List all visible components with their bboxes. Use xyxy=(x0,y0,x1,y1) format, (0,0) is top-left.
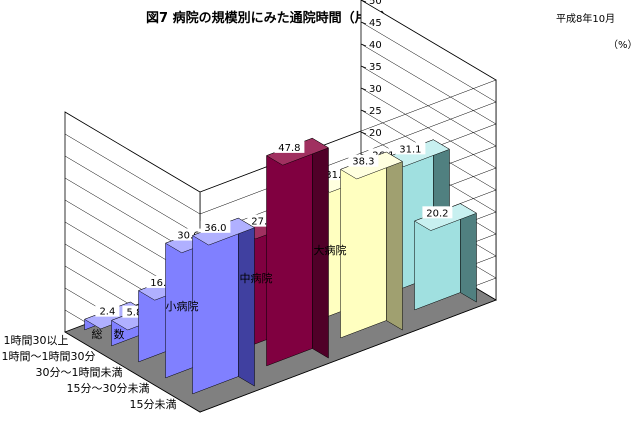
data-label: 31.1 xyxy=(399,144,421,155)
y-tick-mark xyxy=(360,65,367,69)
bar-front xyxy=(192,217,239,395)
y-tick-label: 20 xyxy=(369,128,382,139)
y-tick-mark xyxy=(360,0,367,3)
data-label: 16.2 xyxy=(150,278,172,289)
y-tick-label: 30 xyxy=(369,84,382,95)
bar-side xyxy=(386,151,403,331)
y-tick-mark xyxy=(360,109,367,113)
x-category-label: 小病院 xyxy=(166,299,199,313)
data-label: 27.4 xyxy=(251,217,273,228)
data-label-box xyxy=(422,206,453,219)
bar-side xyxy=(238,217,255,387)
depth-axis-categories: 15分未満 15分～30分未満 30分～1時間未満 1時間～1時間30分 1時間30以上 xyxy=(2,334,177,411)
data-label: 47.8 xyxy=(278,143,300,154)
depth-category-label: 15分～30分未満 xyxy=(67,382,150,395)
data-label: 2.4 xyxy=(99,307,115,318)
depth-category-label: 15分未満 xyxy=(130,398,177,411)
data-label-box xyxy=(348,154,379,167)
data-label: 31.6 xyxy=(325,170,347,181)
date-note: 平成8年10月 xyxy=(556,12,615,25)
x-category-label: 総 数 xyxy=(92,327,125,341)
y-tick-mark xyxy=(360,87,367,91)
data-label: 36.0 xyxy=(204,223,226,234)
data-label: 20.2 xyxy=(426,208,448,219)
x-axis-categories: 総 数 小病院 中病院 大病院 xyxy=(92,243,347,341)
y-tick-label: 50 xyxy=(369,0,382,7)
data-label: 30.6 xyxy=(177,231,199,242)
y-tick-label: 35 xyxy=(369,62,382,73)
x-category-label: 中病院 xyxy=(240,271,273,285)
bar-2-0: 38.3 xyxy=(339,151,404,339)
gridline xyxy=(64,0,497,193)
depth-category-label: 1時間～1時間30分 xyxy=(2,350,96,363)
data-label-box xyxy=(274,140,305,153)
y-tick-mark xyxy=(360,21,367,25)
bar-front xyxy=(266,137,313,367)
data-label: 38.3 xyxy=(352,157,374,168)
data-label: 5.8 xyxy=(126,308,142,319)
bar-3-0: 20.2 xyxy=(413,203,478,311)
chart-title: 図7 病院の規模別にみた通院時間（片道） xyxy=(146,10,394,26)
bar-1-0: 47.8 xyxy=(265,137,330,367)
chart-bars: 4.22.11.32.410.54.73.45.826.113.911.116.… xyxy=(83,137,478,395)
depth-category-label: 30分～1時間未満 xyxy=(36,366,123,379)
y-tick-mark xyxy=(360,43,367,47)
y-tick-mark xyxy=(360,131,367,135)
y-tick-label: 40 xyxy=(369,40,382,51)
x-category-label: 大病院 xyxy=(314,243,347,257)
y-tick-label: 45 xyxy=(369,18,382,29)
data-label-box xyxy=(395,142,426,155)
unit-label: （%） xyxy=(608,39,638,51)
data-label-box xyxy=(200,220,231,233)
gridline xyxy=(64,21,497,215)
y-tick-label: 25 xyxy=(369,106,382,117)
bar-0-0: 36.0 xyxy=(191,217,256,395)
bar-front xyxy=(340,151,387,339)
depth-category-label: 1時間30以上 xyxy=(4,334,69,347)
data-label-box xyxy=(95,304,120,317)
